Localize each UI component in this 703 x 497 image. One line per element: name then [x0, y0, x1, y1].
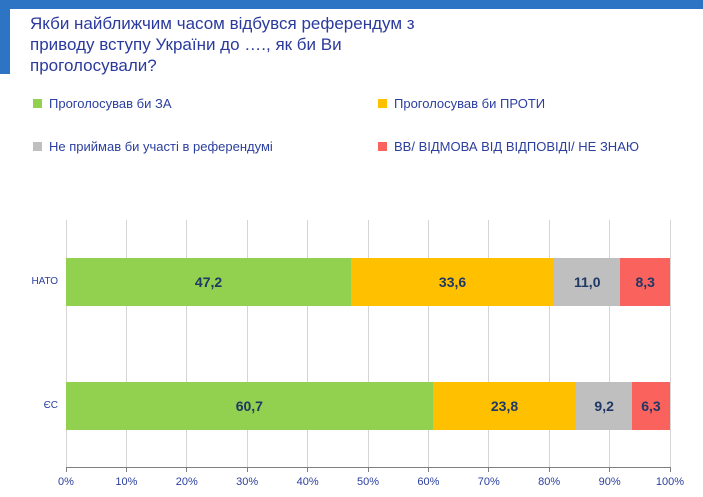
gridline [609, 220, 611, 467]
gridline [125, 220, 127, 467]
bar-value-label: 6,3 [641, 398, 661, 414]
bar-value-label: 60,7 [235, 398, 263, 414]
bar-segment: 8,3 [620, 258, 670, 306]
axis-tick-label: 30% [236, 476, 259, 488]
bar-segment: 6,3 [631, 382, 670, 430]
axis-tick [548, 467, 550, 472]
axis-tick [367, 467, 369, 472]
axis-tick [669, 467, 671, 472]
axis-tick-label: 50% [356, 476, 380, 488]
bar-value-label: 23,8 [490, 398, 519, 414]
axis-tick-label: 10% [115, 476, 138, 488]
axis-tick [246, 467, 248, 472]
legend-label: ВВ/ ВІДМОВА ВІД ВІДПОВІДІ/ НЕ ЗНАЮ [394, 139, 639, 154]
axis-tick [307, 467, 309, 472]
axis-tick-label: 0% [58, 476, 74, 488]
gridline [65, 220, 67, 467]
bar-segment: 47,2 [66, 258, 352, 306]
bar-value-label: 8,3 [635, 274, 655, 290]
legend-item-0: Проголосував би ЗА [33, 96, 378, 111]
axis-tick [186, 467, 188, 472]
axis-tick-label: 80% [538, 476, 561, 488]
bar-segment: 33,6 [351, 258, 555, 306]
legend-swatch-icon [378, 99, 387, 108]
legend-swatch-icon [33, 142, 42, 151]
plot-area: 0% 10% 20% 30% 40% 50% 60% 70% 80% 90% 100% НАТО 47,… [31, 220, 684, 488]
axis-tick-label: 90% [598, 476, 621, 488]
gridline [307, 220, 309, 467]
axis-tick-label: 70% [477, 476, 500, 488]
bar-value-label: 9,2 [594, 398, 614, 414]
gridline [548, 220, 550, 467]
bar-segment: 11,0 [554, 258, 621, 306]
bar-segment: 9,2 [576, 382, 632, 430]
gridline [669, 220, 671, 467]
bar-segment: 23,8 [432, 382, 577, 430]
header-accent-band [0, 0, 703, 9]
legend-item-3: ВВ/ ВІДМОВА ВІД ВІДПОВІДІ/ НЕ ЗНАЮ [378, 139, 683, 154]
axis-tick [609, 467, 611, 472]
legend-item-2: Не приймав би участі в референдумі [33, 139, 378, 154]
category-label: ЄС [43, 400, 58, 411]
axis-tick [427, 467, 429, 472]
bar-value-label: 33,6 [438, 274, 467, 290]
gridline [186, 220, 188, 467]
axis-tick-label: 60% [417, 476, 440, 488]
gridline [488, 220, 490, 467]
legend-label: Не приймав би участі в референдумі [49, 139, 273, 154]
axis-tick [125, 467, 127, 472]
axis-tick-label: 100% [655, 476, 685, 488]
axis-tick-label: 40% [296, 476, 319, 488]
legend-label: Проголосував би ЗА [49, 96, 172, 111]
bar-value-label: 11,0 [574, 274, 601, 290]
legend-item-1: Проголосував би ПРОТИ [378, 96, 683, 111]
category-label: НАТО [31, 276, 58, 287]
axis-tick-label: 20% [175, 476, 198, 488]
legend-label: Проголосував би ПРОТИ [394, 96, 546, 111]
gridline [246, 220, 248, 467]
gridline [367, 220, 369, 467]
legend-swatch-icon [33, 99, 42, 108]
legend-swatch-icon [378, 142, 387, 151]
chart-title: Якби найближчим часом відбувся референду… [30, 14, 415, 75]
bar-value-label: 47,2 [194, 274, 223, 290]
axis-tick [65, 467, 67, 472]
gridline [427, 220, 429, 467]
legend: Проголосував би ЗА Проголосував би ПРОТИ Н… [33, 96, 683, 154]
axis-tick [488, 467, 490, 472]
bar-segment: 60,7 [66, 382, 433, 430]
left-accent-bar [0, 0, 10, 74]
